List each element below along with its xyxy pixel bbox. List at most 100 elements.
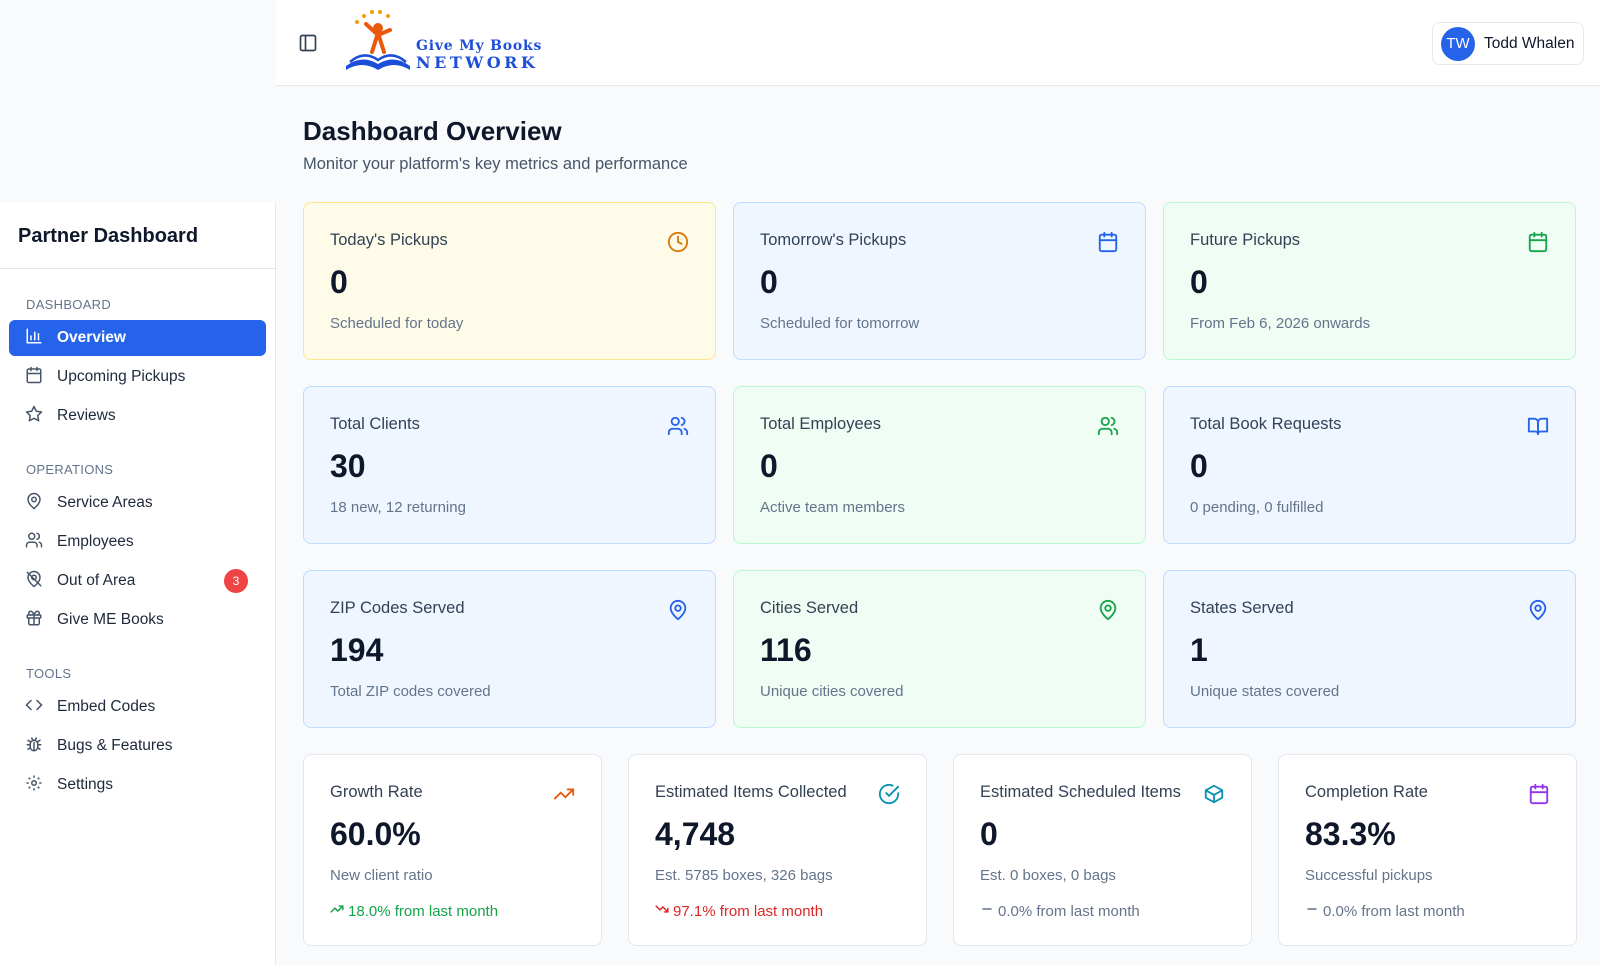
trend-indicator: 18.0% from last month [330,902,575,920]
sidebar-item-overview[interactable]: Overview [9,320,266,356]
sidebar-title: Partner Dashboard [0,203,275,269]
card-subtext: Successful pickups [1305,867,1433,884]
card-label: Tomorrow's Pickups [760,231,907,249]
sidebar-item-out-of-area[interactable]: Out of Area 3 [9,563,266,599]
card-label: Estimated Items Collected [655,783,847,801]
sidebar-item-bugs-features[interactable]: Bugs & Features [9,728,266,764]
metric-cards-grid: Today's Pickups 0 Scheduled for today To… [303,202,1576,728]
card-label: States Served [1190,599,1294,617]
sidebar-item-give-me-books[interactable]: Give ME Books [9,602,266,638]
user-name: Todd Whalen [1484,34,1575,52]
sidebar-item-upcoming-pickups[interactable]: Upcoming Pickups [9,359,266,395]
card-value: 194 [330,632,384,668]
sidebar-item-label: Employees [57,533,134,550]
map-pin-icon [25,492,43,515]
sidebar: Partner Dashboard DASHBOARD Overview Upc… [0,203,276,965]
card-value: 4,748 [655,816,736,852]
card-cities-served: Cities Served 116 Unique cities covered [733,570,1146,728]
card-subtext: Total ZIP codes covered [330,683,491,700]
sidebar-item-embed-codes[interactable]: Embed Codes [9,689,266,725]
trending-up-icon [553,783,575,805]
calendar-icon [25,366,43,389]
card-total-clients: Total Clients 30 18 new, 12 returning [303,386,716,544]
sidebar-item-reviews[interactable]: Reviews [9,398,266,434]
card-subtext: 18 new, 12 returning [330,499,466,516]
out-of-area-count-badge: 3 [224,569,248,593]
users-icon [25,531,43,554]
sidebar-item-label: Out of Area [57,572,136,589]
sidebar-item-label: Settings [57,776,114,793]
trend-indicator: 0.0% from last month [1305,902,1550,920]
minus-icon [980,902,994,920]
trending-down-icon [655,902,669,920]
logo-text: Give My Books NETWORK [416,39,542,71]
card-label: Estimated Scheduled Items [980,783,1181,801]
gift-icon [25,609,43,632]
card-value: 60.0% [330,816,421,852]
card-total-book-requests: Total Book Requests 0 0 pending, 0 fulfi… [1163,386,1576,544]
trend-text: 18.0% from last month [348,902,499,920]
card-label: Total Employees [760,415,882,433]
card-states-served: States Served 1 Unique states covered [1163,570,1576,728]
calendar-icon [1527,231,1549,253]
card-value: 0 [760,448,778,484]
sidebar-toggle-icon[interactable] [298,33,318,53]
clock-icon [667,231,689,253]
card-value: 30 [330,448,366,484]
package-icon [1203,783,1225,805]
calendar-icon [1097,231,1119,253]
section-label-dashboard: DASHBOARD [26,297,112,312]
card-label: Growth Rate [330,783,423,801]
check-circle-icon [878,783,900,805]
card-total-employees: Total Employees 0 Active team members [733,386,1146,544]
page-subtitle: Monitor your platform's key metrics and … [303,155,688,173]
card-todays-pickups: Today's Pickups 0 Scheduled for today [303,202,716,360]
sidebar-item-label: Upcoming Pickups [57,368,186,385]
sidebar-item-service-areas[interactable]: Service Areas [9,485,266,521]
card-label: ZIP Codes Served [330,599,465,617]
card-estimated-items-collected: Estimated Items Collected 4,748 Est. 578… [628,754,927,946]
user-menu-button[interactable]: TW Todd Whalen [1432,22,1584,65]
card-subtext: Scheduled for today [330,315,464,332]
sidebar-item-label: Bugs & Features [57,737,173,754]
trend-indicator: 0.0% from last month [980,902,1225,920]
calendar-icon [1528,783,1550,805]
code-icon [25,696,43,719]
sidebar-item-settings[interactable]: Settings [9,767,266,803]
main-content: Dashboard Overview Monitor your platform… [303,86,1577,946]
trend-indicator: 97.1% from last month [655,902,900,920]
sidebar-item-label: Overview [57,329,126,346]
top-bar: Give My Books NETWORK TW Todd Whalen [276,0,1600,86]
card-completion-rate: Completion Rate 83.3% Successful pickups… [1278,754,1577,946]
sidebar-item-label: Embed Codes [57,698,156,715]
card-tomorrows-pickups: Tomorrow's Pickups 0 Scheduled for tomor… [733,202,1146,360]
card-value: 0 [330,264,348,300]
section-label-tools: TOOLS [26,666,72,681]
gear-icon [25,774,43,797]
page-title: Dashboard Overview [303,116,562,146]
avatar: TW [1441,26,1475,61]
trending-up-icon [330,902,344,920]
card-subtext: Scheduled for tomorrow [760,315,920,332]
card-value: 0 [1190,264,1208,300]
logo[interactable]: Give My Books NETWORK [342,8,552,74]
card-subtext: Est. 0 boxes, 0 bags [980,867,1116,884]
card-label: Future Pickups [1190,231,1301,249]
card-label: Cities Served [760,599,859,617]
card-value: 1 [1190,632,1208,668]
minus-icon [1305,902,1319,920]
map-pin-off-icon [25,570,43,593]
sidebar-item-employees[interactable]: Employees [9,524,266,560]
logo-book-icon [346,10,410,70]
section-label-operations: OPERATIONS [26,462,114,477]
card-subtext: 0 pending, 0 fulfilled [1190,499,1324,516]
card-value: 0 [980,816,998,852]
card-zip-codes-served: ZIP Codes Served 194 Total ZIP codes cov… [303,570,716,728]
trend-text: 0.0% from last month [1323,902,1465,920]
card-subtext: From Feb 6, 2026 onwards [1190,315,1371,332]
sidebar-item-label: Service Areas [57,494,153,511]
map-pin-icon [667,599,689,621]
card-subtext: Est. 5785 boxes, 326 bags [655,867,833,884]
card-value: 0 [760,264,778,300]
card-value: 0 [1190,448,1208,484]
